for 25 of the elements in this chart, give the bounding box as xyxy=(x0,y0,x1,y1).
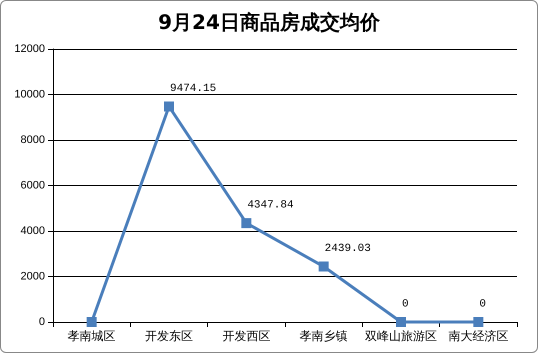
point xyxy=(164,101,174,112)
data-label: 4347.84 xyxy=(247,200,294,212)
data-label: 0 xyxy=(479,298,486,310)
point xyxy=(86,317,97,327)
y-tick-label: 8000 xyxy=(20,134,45,146)
x-tick-label: 双峰山旅游区 xyxy=(365,329,437,343)
chart-title: 9月24日商品房成交均价 xyxy=(158,10,381,34)
y-tick-label: 4000 xyxy=(20,225,45,237)
x-tick-label: 孝南乡镇 xyxy=(300,329,348,343)
y-tick-label: 10000 xyxy=(14,88,45,100)
y-tick-label: 2000 xyxy=(20,270,45,282)
point xyxy=(396,317,406,327)
data-label: 2439.03 xyxy=(324,243,371,256)
x-tick-label: 南大经济区 xyxy=(448,329,508,343)
x-tick-label: 孝南城区 xyxy=(68,329,116,343)
y-tick-label: 6000 xyxy=(20,180,45,192)
x-tick-label: 开发东区 xyxy=(145,329,193,343)
point xyxy=(318,262,329,272)
y-tick-label: 12000 xyxy=(14,43,45,55)
point xyxy=(473,317,484,327)
point xyxy=(241,218,252,228)
data-label: 9474.15 xyxy=(170,82,216,95)
x-tick-label: 开发西区 xyxy=(222,329,270,343)
data-label: 0 xyxy=(402,298,409,310)
y-tick-label: 0 xyxy=(38,316,45,328)
